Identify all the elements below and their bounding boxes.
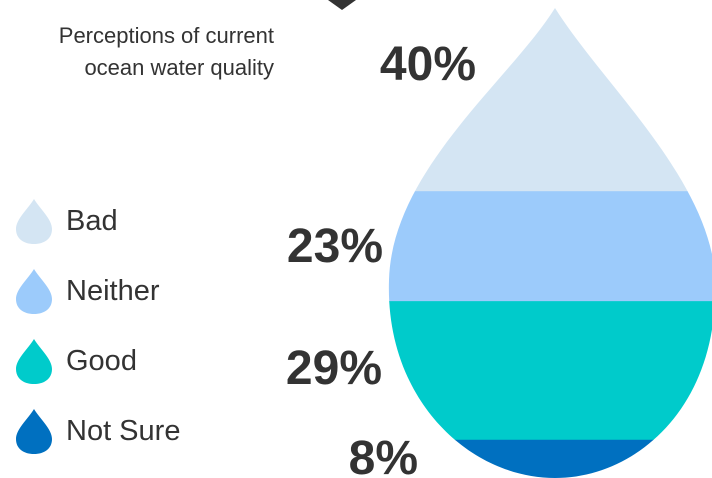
chart-title: Perceptions of current ocean water quali… xyxy=(0,20,274,84)
drop-band-good xyxy=(388,301,712,441)
legend-label: Good xyxy=(66,344,137,377)
droplet-icon xyxy=(16,199,52,244)
legend-label: Bad xyxy=(66,204,118,237)
droplet-icon xyxy=(16,269,52,314)
top-notch xyxy=(328,0,356,10)
title-line-1: Perceptions of current xyxy=(58,23,274,48)
value-label-neither: 23% xyxy=(287,220,383,273)
legend-label: Neither xyxy=(66,274,160,307)
drop-band-bad xyxy=(388,8,712,192)
legend-label: Not Sure xyxy=(66,414,181,447)
legend: Bad Neither Good Not Sure xyxy=(14,186,180,466)
value-label-not-sure: 8% xyxy=(349,432,418,478)
droplet-icon xyxy=(16,339,52,384)
legend-item-neither: Neither xyxy=(14,256,180,326)
droplet-icon xyxy=(16,409,52,454)
title-line-2: ocean water quality xyxy=(84,55,274,80)
legend-item-good: Good xyxy=(14,326,180,396)
value-label-bad: 40% xyxy=(380,38,476,91)
legend-item-not-sure: Not Sure xyxy=(14,396,180,466)
value-label-good: 29% xyxy=(286,342,382,395)
drop-band-not-sure xyxy=(388,439,712,478)
legend-item-bad: Bad xyxy=(14,186,180,256)
drop-band-neither xyxy=(388,191,712,302)
